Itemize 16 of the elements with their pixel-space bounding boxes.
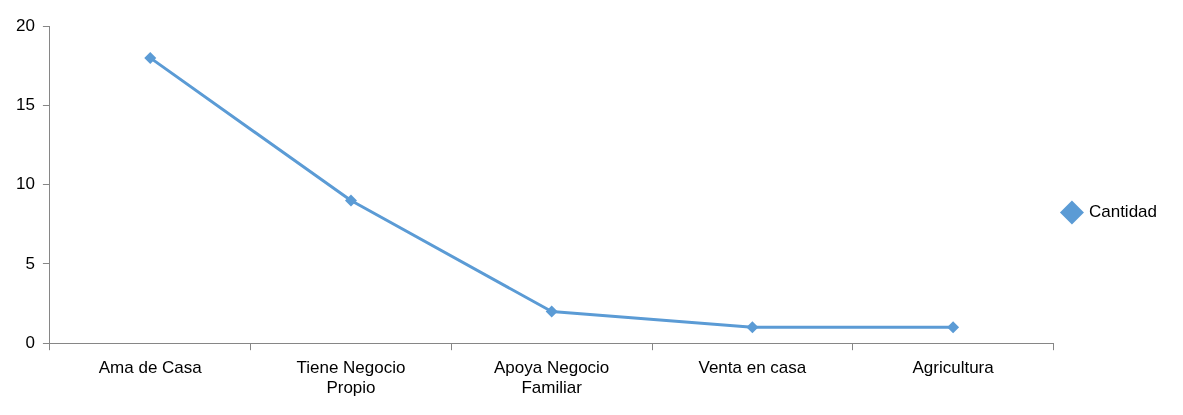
y-tick-label: 20 <box>15 15 35 35</box>
x-tick-label: Venta en casa <box>698 358 807 378</box>
y-tick-label: 5 <box>25 253 35 273</box>
x-tick-label: Agricultura <box>912 358 995 378</box>
y-tick-label: 0 <box>25 332 35 352</box>
x-tick-label: Apoya Negocio Familiar <box>494 358 610 398</box>
y-tick-label: 10 <box>15 174 35 194</box>
legend-label: Cantidad <box>1088 202 1158 222</box>
point <box>746 321 759 334</box>
point <box>144 51 157 64</box>
point <box>545 305 558 318</box>
point <box>344 194 357 207</box>
x-tick-label: Tiene Negocio Propio <box>296 358 406 398</box>
point <box>947 321 960 334</box>
y-tick-label: 15 <box>15 95 35 115</box>
x-tick-label: Ama de Casa <box>98 358 203 378</box>
